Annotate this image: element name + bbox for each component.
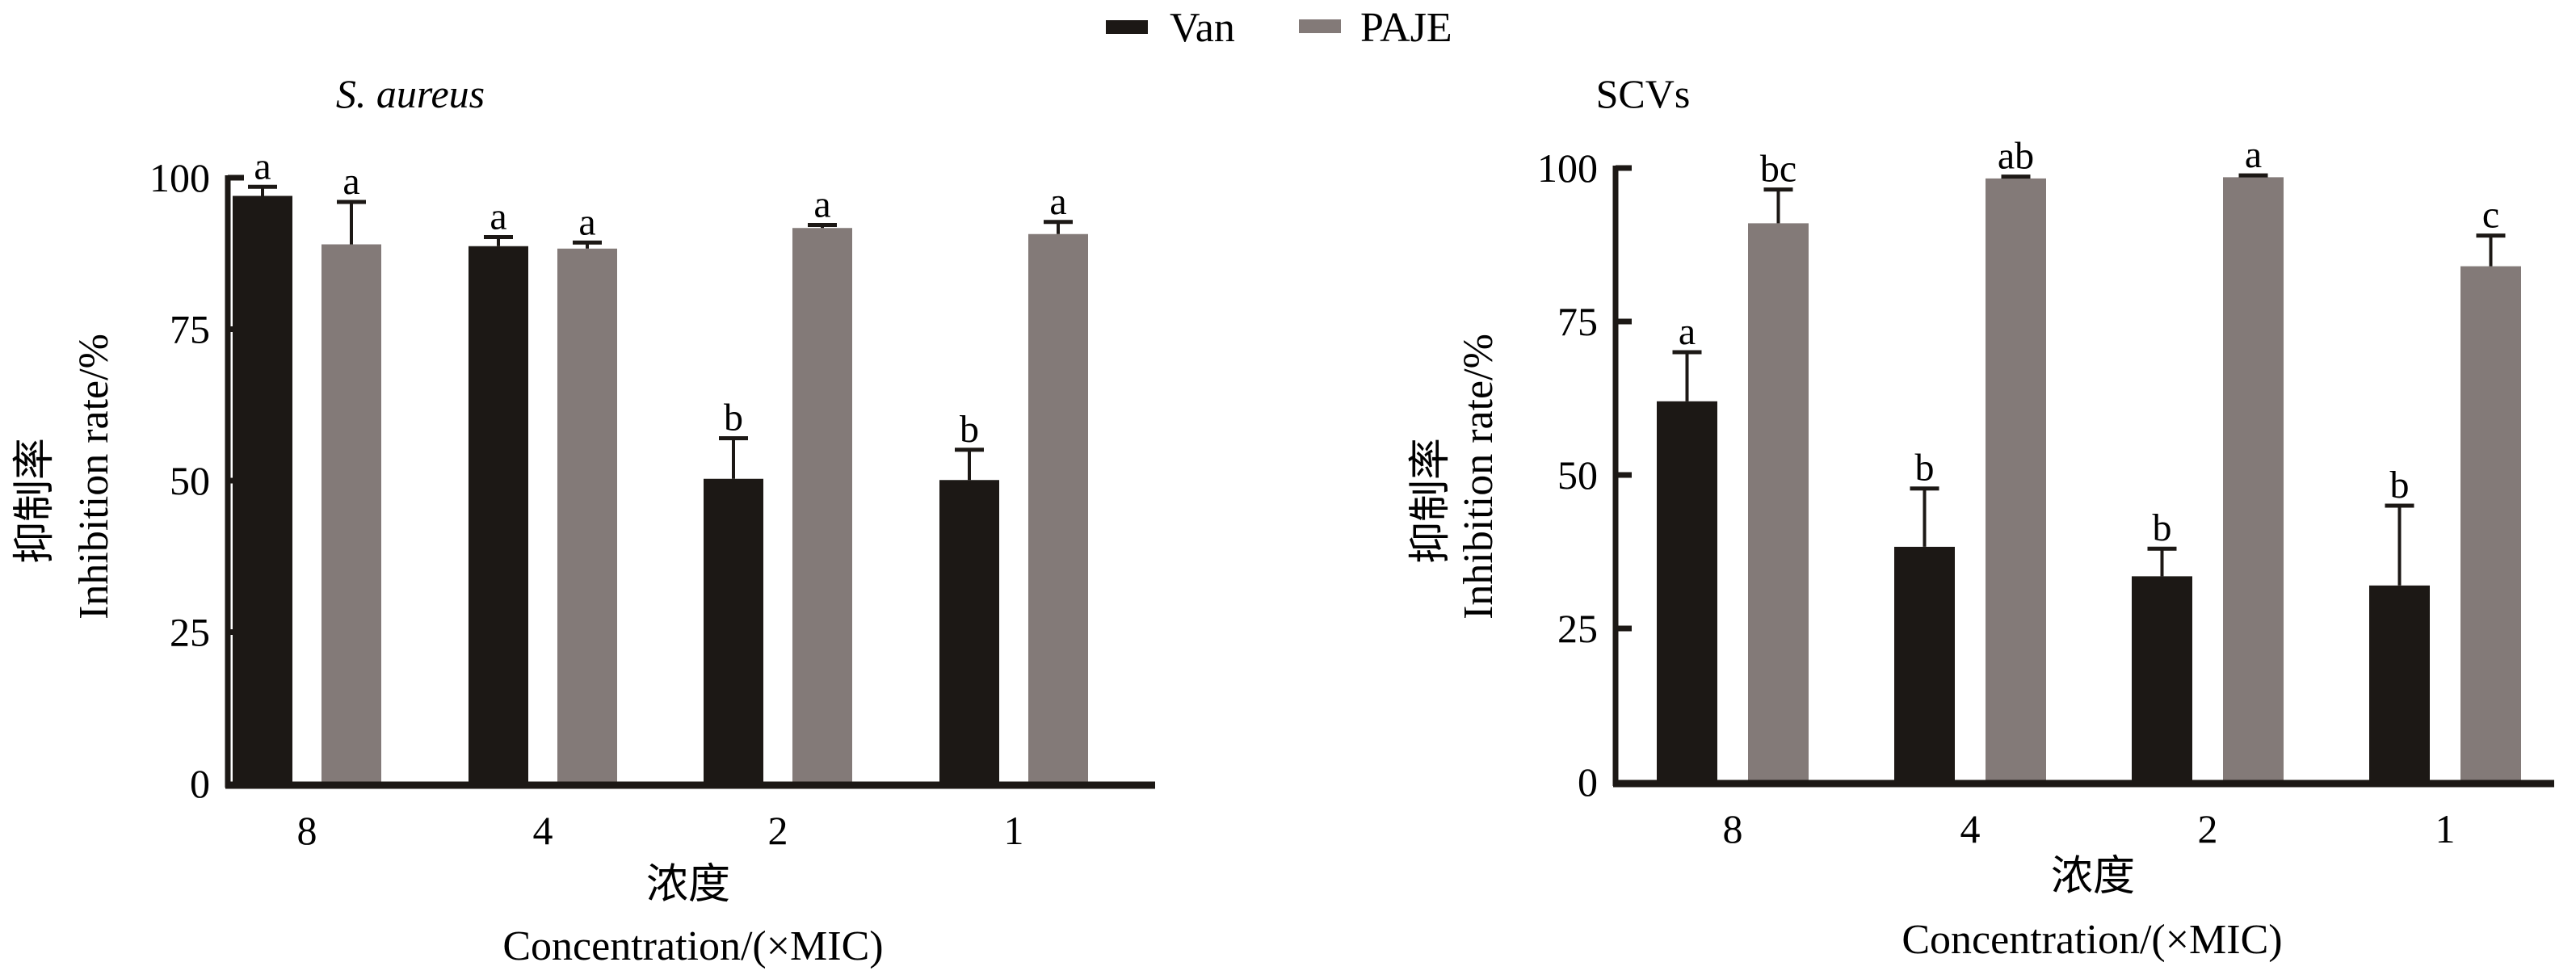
bar xyxy=(1657,401,1717,782)
bar-group-van-8: a xyxy=(233,145,292,784)
bar-group-paje-4: ab xyxy=(1986,135,2046,783)
bar xyxy=(1028,233,1088,784)
legend: Van PAJE xyxy=(1106,5,1452,51)
bar-group-paje-1: a xyxy=(1028,180,1088,784)
bar xyxy=(792,228,852,784)
significance-letter: b xyxy=(1915,447,1935,490)
x-axis-label-cn: 浓度 xyxy=(646,862,730,908)
bar xyxy=(557,248,617,784)
x-tick-label: 4 xyxy=(1960,806,1981,851)
bar xyxy=(1986,178,2046,783)
chart-title: SCVs xyxy=(1596,71,1691,116)
x-axis-ticks: 8 4 2 1 xyxy=(1723,806,2456,851)
x-tick-label: 8 xyxy=(297,808,317,853)
bar xyxy=(2223,177,2284,782)
significance-letter: b xyxy=(2390,464,2410,506)
chart-s-aureus: S. aureus 0 25 50 75 100 a a a a b a b a 8 4 2 1 抑制率 I… xyxy=(12,71,1155,969)
significance-letter: a xyxy=(254,145,271,187)
bar xyxy=(233,195,292,784)
bar xyxy=(939,480,999,784)
significance-letter: a xyxy=(813,183,830,226)
bar-group-van-8: a xyxy=(1657,310,1717,782)
significance-letter: b xyxy=(960,408,979,451)
bar-group-van-1: b xyxy=(2369,464,2430,782)
significance-letter: a xyxy=(1049,180,1066,223)
y-tick-label: 0 xyxy=(190,761,210,806)
significance-letter: ab xyxy=(1998,135,2034,178)
significance-letter: bc xyxy=(1760,148,1796,191)
significance-letter: a xyxy=(578,200,595,243)
bar xyxy=(704,478,763,784)
y-tick-label: 100 xyxy=(149,155,210,200)
y-axis-ticks: 0 25 50 75 100 xyxy=(1537,145,1632,805)
y-tick-label: 75 xyxy=(170,307,210,352)
x-tick-label: 1 xyxy=(2435,806,2456,851)
bar xyxy=(321,244,381,784)
bar-group-van-2: b xyxy=(704,397,763,784)
bar xyxy=(1748,223,1809,782)
bar-group-paje-2: a xyxy=(792,183,852,784)
significance-letter: a xyxy=(342,160,359,203)
bar-group-paje-4: a xyxy=(557,200,617,784)
chart-title: S. aureus xyxy=(336,71,485,116)
significance-letter: a xyxy=(2245,133,2262,176)
x-axis-label: Concentration/(×MIC) xyxy=(1902,917,2282,963)
bar xyxy=(2369,585,2430,782)
y-tick-label: 25 xyxy=(170,610,210,655)
x-tick-label: 2 xyxy=(2198,806,2218,851)
y-tick-label: 25 xyxy=(1557,606,1598,651)
x-axis-label-cn: 浓度 xyxy=(2051,854,2135,900)
x-tick-label: 4 xyxy=(533,808,553,853)
bar-group-van-4: b xyxy=(1894,447,1955,782)
y-tick-label: 100 xyxy=(1537,145,1598,191)
y-axis-label: Inhibition rate/% xyxy=(71,334,117,620)
y-axis-label-cn: 抑制率 xyxy=(1408,438,1454,564)
bar-group-paje-2: a xyxy=(2223,133,2284,782)
y-tick-label: 50 xyxy=(170,458,210,503)
bars: a a a a b a b a xyxy=(233,145,1088,784)
y-tick-label: 50 xyxy=(1557,452,1598,498)
bar-group-paje-8: bc xyxy=(1748,148,1809,782)
significance-letter: b xyxy=(2153,506,2172,549)
significance-letter: b xyxy=(724,397,743,439)
significance-letter: a xyxy=(1679,310,1696,353)
y-axis-label: Inhibition rate/% xyxy=(1456,334,1502,620)
bar xyxy=(2460,266,2521,783)
x-tick-label: 8 xyxy=(1723,806,1743,851)
axes xyxy=(225,175,1155,789)
x-axis-ticks: 8 4 2 1 xyxy=(297,808,1024,853)
bar xyxy=(469,246,528,784)
bar-group-van-2: b xyxy=(2132,506,2192,782)
bar-group-paje-1: c xyxy=(2460,194,2521,783)
bar-group-van-4: a xyxy=(469,195,528,784)
bar xyxy=(1894,546,1955,782)
bar-group-paje-8: a xyxy=(321,160,381,784)
significance-letter: c xyxy=(2482,194,2499,237)
legend-swatch-paje xyxy=(1299,19,1341,33)
legend-swatch-van xyxy=(1106,20,1148,34)
y-tick-label: 0 xyxy=(1578,759,1598,805)
axes xyxy=(1612,166,2554,788)
legend-label-paje: PAJE xyxy=(1360,5,1452,51)
significance-letter: a xyxy=(490,195,506,238)
bar-group-van-1: b xyxy=(939,408,999,784)
x-axis-label: Concentration/(×MIC) xyxy=(502,923,883,969)
x-tick-label: 1 xyxy=(1004,808,1024,853)
legend-label-van: Van xyxy=(1170,5,1235,51)
y-axis-label-cn: 抑制率 xyxy=(12,438,58,564)
y-tick-label: 75 xyxy=(1557,299,1598,344)
x-tick-label: 2 xyxy=(768,808,788,853)
bar xyxy=(2132,576,2192,782)
